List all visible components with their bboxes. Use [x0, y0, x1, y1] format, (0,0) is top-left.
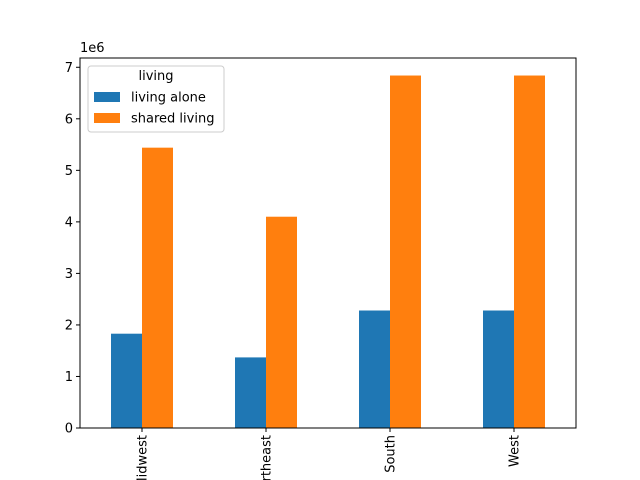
- y-tick-label: 3: [65, 267, 73, 282]
- bar-living-alone-northeast: [235, 357, 266, 428]
- bar-shared-living-northeast: [266, 216, 297, 428]
- legend-swatch-living-alone: [94, 92, 120, 102]
- bars-layer: [111, 75, 545, 428]
- y-offset-label: 1e6: [80, 41, 105, 56]
- legend-label-shared-living: shared living: [131, 112, 214, 127]
- legend-swatch-shared-living: [94, 113, 120, 123]
- bar-shared-living-south: [390, 75, 421, 428]
- legend-label-living-alone: living alone: [131, 91, 206, 106]
- y-tick-label: 0: [65, 422, 73, 437]
- x-tick-label: West: [508, 435, 523, 467]
- y-tick-label: 6: [65, 112, 73, 127]
- bar-living-alone-midwest: [111, 333, 142, 428]
- legend-box: [87, 65, 225, 133]
- x-tick-label: South: [384, 435, 399, 473]
- bar-shared-living-west: [514, 75, 545, 428]
- y-axis: 0 1 2 3 4 5 6 7: [65, 61, 80, 437]
- bar-shared-living-midwest: [142, 147, 173, 428]
- bar-living-alone-south: [359, 310, 390, 428]
- x-tick-label: Midwest: [136, 435, 151, 480]
- y-tick-label: 4: [65, 215, 73, 230]
- y-tick-label: 2: [65, 318, 73, 333]
- y-tick-label: 5: [65, 164, 73, 179]
- legend-title: living: [138, 69, 173, 84]
- y-tick-label: 1: [65, 370, 73, 385]
- x-tick-label: Northeast: [260, 435, 275, 480]
- y-tick-label: 7: [65, 61, 73, 76]
- x-axis: Midwest Northeast South West: [136, 428, 523, 480]
- plot-frame: [79, 57, 577, 429]
- bar-living-alone-west: [483, 310, 514, 428]
- legend: living living alone shared living: [87, 65, 225, 133]
